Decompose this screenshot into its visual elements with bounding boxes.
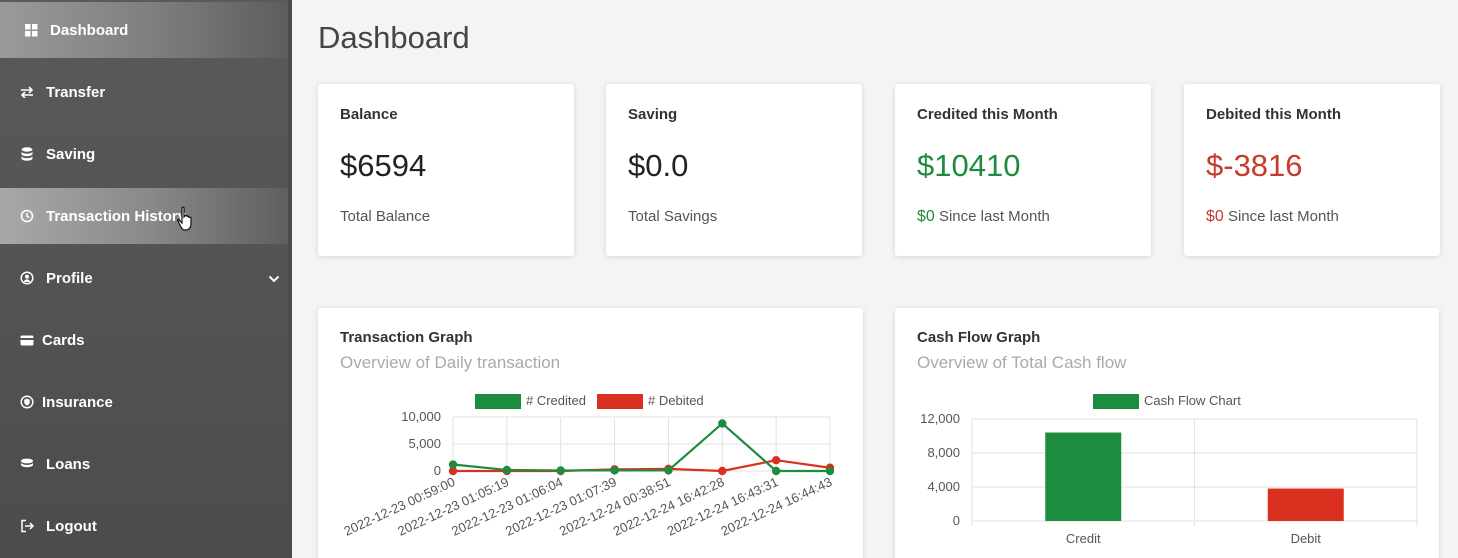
y-tick-label: 12,000 <box>920 411 960 426</box>
coins-icon <box>20 457 34 471</box>
database-icon <box>20 147 34 161</box>
data-point <box>448 460 458 469</box>
transaction-line-chart: # Credited # Debited10,0005,00002022-12-2… <box>342 393 835 539</box>
cashflow-graph-card: Cash Flow Graph Overview of Total Cash f… <box>895 308 1439 558</box>
sidebar-item-profile[interactable]: Profile <box>0 250 292 306</box>
data-point <box>825 466 835 476</box>
balance-card: Balance $6594 Total Balance <box>318 84 574 256</box>
sidebar-item-label: Cards <box>42 331 85 349</box>
saving-card: Saving $0.0 Total Savings <box>606 84 862 256</box>
sidebar-item-transaction-history[interactable]: Transaction History <box>0 188 292 244</box>
card-subtitle-row: $0 Since last Month <box>917 208 1050 226</box>
data-point <box>718 466 727 476</box>
y-tick-label: 5,000 <box>408 436 441 451</box>
card-title: Saving <box>628 106 678 123</box>
debited-card: Debited this Month $-3816 $0 Since last … <box>1184 84 1440 256</box>
card-subtitle-row: $0 Since last Month <box>1206 208 1339 226</box>
card-value: $-3816 <box>1206 148 1303 183</box>
y-tick-label: 0 <box>434 463 441 478</box>
sidebar-item-loans[interactable]: Loans <box>0 436 292 492</box>
data-point <box>556 466 565 475</box>
card-subtitle: Total Balance <box>340 208 431 225</box>
transfer-icon <box>20 85 34 99</box>
graph-subtitle: Overview of Total Cash flow <box>917 353 1127 372</box>
user-circle-icon <box>20 271 34 285</box>
card-value: $0.0 <box>628 148 689 183</box>
card-title: Credited this Month <box>917 106 1058 123</box>
graph-title: Transaction Graph <box>340 329 473 346</box>
sidebar-item-label: Insurance <box>42 393 113 411</box>
legend-label: # Credited <box>526 393 586 408</box>
graph-title: Cash Flow Graph <box>917 329 1041 346</box>
data-point <box>448 466 458 476</box>
sidebar-item-dashboard[interactable]: Dashboard <box>0 2 292 58</box>
legend-swatch <box>597 394 643 409</box>
transaction-graph-card: Transaction Graph Overview of Daily tran… <box>318 308 863 558</box>
sidebar: Dashboard Transfer Saving Transaction Hi… <box>0 0 292 558</box>
legend-swatch <box>1093 394 1139 409</box>
card-sub-amount: $0 <box>1206 208 1224 225</box>
sidebar-item-label: Logout <box>46 517 97 535</box>
sidebar-item-label: Loans <box>46 455 91 473</box>
sidebar-item-logout[interactable]: Logout <box>0 498 292 554</box>
chevron-down-icon[interactable] <box>268 270 280 287</box>
legend-swatch <box>475 394 521 409</box>
legend-label: Cash Flow Chart <box>1144 393 1241 408</box>
sidebar-item-label: Saving <box>46 145 96 163</box>
cashflow-bar-chart: Cash Flow Chart 12,000 8,000 4,000 0 Credit De… <box>920 393 1418 546</box>
logout-icon <box>20 519 34 533</box>
shield-circle-icon <box>20 395 34 409</box>
card-subtitle: Since last Month <box>1227 208 1339 225</box>
card-sub-amount: $0 <box>917 208 935 225</box>
y-tick-label: 4,000 <box>927 479 960 494</box>
sidebar-item-insurance[interactable]: Insurance <box>0 374 292 430</box>
legend-label: # Debited <box>648 393 704 408</box>
data-point <box>502 465 512 475</box>
card-title: Debited this Month <box>1206 106 1341 123</box>
history-icon <box>20 209 34 223</box>
card-value: $10410 <box>917 148 1021 183</box>
grid-icon <box>24 23 38 37</box>
page-title: Dashboard <box>318 20 470 55</box>
bar <box>1267 488 1344 521</box>
y-tick-label: 0 <box>953 513 960 528</box>
card-value: $6594 <box>340 148 427 183</box>
sidebar-item-label: Dashboard <box>50 21 129 39</box>
y-tick-label: 10,000 <box>401 409 441 424</box>
sidebar-edge <box>288 0 292 558</box>
series-line <box>452 422 830 473</box>
data-point <box>610 466 619 475</box>
data-point <box>718 419 727 428</box>
data-point <box>771 466 781 476</box>
sidebar-item-cards[interactable]: Cards <box>0 312 292 368</box>
x-tick-label: Debit <box>1291 531 1322 546</box>
credited-card: Credited this Month $10410 $0 Since last… <box>895 84 1151 256</box>
sidebar-item-label: Transfer <box>46 83 106 101</box>
graph-subtitle: Overview of Daily transaction <box>340 353 561 372</box>
sidebar-item-label: Profile <box>46 269 93 287</box>
sidebar-item-transfer[interactable]: Transfer <box>0 64 292 120</box>
sidebar-item-saving[interactable]: Saving <box>0 126 292 182</box>
data-point <box>664 466 673 475</box>
card-title: Balance <box>340 106 398 123</box>
sidebar-item-label: Transaction History <box>46 207 187 225</box>
card-subtitle: Since last Month <box>938 208 1050 225</box>
y-tick-label: 8,000 <box>927 445 960 460</box>
hand-cursor-icon <box>176 206 195 237</box>
card-subtitle: Total Savings <box>628 208 718 225</box>
bar <box>1045 432 1122 521</box>
x-tick-label: Credit <box>1066 531 1101 546</box>
data-point <box>771 456 781 465</box>
card-icon <box>20 333 34 347</box>
